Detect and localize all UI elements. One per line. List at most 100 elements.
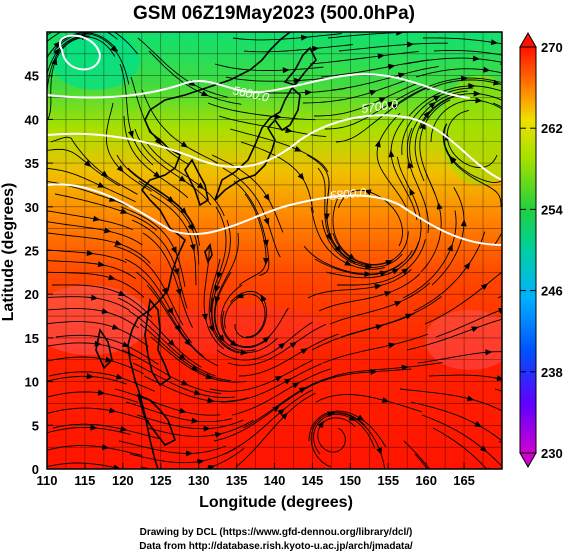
streamline bbox=[410, 401, 502, 442]
streamline bbox=[417, 351, 502, 364]
streamline bbox=[314, 83, 418, 117]
streamline bbox=[137, 37, 228, 98]
streamline bbox=[432, 427, 488, 469]
wind-arrow bbox=[97, 389, 106, 396]
streamline bbox=[511, 77, 566, 110]
wind-arrow bbox=[379, 270, 388, 277]
colorbar-max-arrow bbox=[519, 31, 537, 48]
wind-arrow bbox=[466, 395, 475, 402]
streamline bbox=[47, 271, 145, 298]
streamline bbox=[138, 180, 200, 265]
wind-arrow bbox=[277, 408, 285, 416]
wind-arrow bbox=[118, 290, 126, 297]
wind-arrow bbox=[180, 141, 189, 148]
streamline bbox=[338, 42, 448, 52]
wind-arrow bbox=[386, 101, 394, 108]
wind-arrow bbox=[205, 373, 214, 380]
wind-arrow bbox=[282, 67, 290, 74]
wind-arrow bbox=[193, 389, 202, 396]
wind-arrow bbox=[444, 493, 453, 502]
wind-arrow bbox=[381, 397, 390, 403]
streamline bbox=[47, 375, 127, 385]
streamline bbox=[509, 307, 566, 335]
streamline bbox=[311, 312, 415, 351]
wind-arrow bbox=[458, 525, 466, 534]
streamline bbox=[54, 193, 158, 231]
wind-arrow bbox=[483, 66, 491, 73]
streamline bbox=[140, 447, 245, 469]
streamline bbox=[431, 187, 465, 286]
x-axis-label: Longitude (degrees) bbox=[199, 494, 353, 511]
wind-arrow bbox=[317, 420, 324, 429]
x-tick-label: 155 bbox=[377, 473, 399, 488]
streamline bbox=[337, 239, 426, 286]
streamline bbox=[303, 245, 403, 275]
streamline bbox=[145, 141, 225, 217]
contour-label: 5800.0 bbox=[329, 185, 367, 203]
streamline bbox=[420, 170, 442, 273]
wind-arrow bbox=[327, 411, 335, 418]
wind-arrow bbox=[347, 253, 356, 261]
streamline bbox=[50, 136, 138, 195]
colorbar-tick-label: 246 bbox=[541, 284, 563, 299]
streamline bbox=[222, 167, 281, 258]
streamline bbox=[134, 128, 212, 206]
wind-arrow bbox=[203, 425, 211, 432]
wind-arrow bbox=[285, 127, 293, 134]
streamline bbox=[325, 241, 420, 279]
wind-arrow bbox=[387, 63, 396, 70]
streamline bbox=[47, 445, 143, 456]
streamline bbox=[207, 102, 316, 121]
streamline bbox=[47, 391, 138, 403]
streamline bbox=[48, 371, 155, 392]
wind-arrow bbox=[384, 291, 392, 297]
streamline bbox=[243, 44, 353, 53]
y-axis: 0 5 10 15 20 25 30 35 40 45 bbox=[25, 69, 53, 477]
wind-arrow bbox=[53, 47, 60, 56]
wind-arrow bbox=[449, 156, 457, 165]
streamline bbox=[52, 423, 161, 440]
streamline bbox=[242, 374, 339, 429]
streamline bbox=[142, 232, 194, 328]
wind-arrow bbox=[406, 41, 415, 48]
warm-patch bbox=[150, 305, 330, 355]
wind-arrow bbox=[114, 239, 123, 246]
wind-arrow bbox=[167, 339, 175, 347]
streamline bbox=[521, 467, 566, 510]
wind-arrows bbox=[51, 32, 558, 534]
streamline bbox=[422, 37, 502, 45]
wind-arrow bbox=[473, 90, 481, 97]
wind-arrow bbox=[370, 368, 378, 375]
x-tick-label: 115 bbox=[74, 473, 95, 488]
x-tick-label: 145 bbox=[302, 473, 324, 488]
streamline bbox=[396, 156, 422, 260]
wind-arrow bbox=[409, 188, 416, 196]
x-axis: 110 115 120 125 130 135 140 145 150 155 160 165 bbox=[37, 463, 475, 488]
streamline bbox=[510, 454, 566, 507]
credit-data: Data from http://database.rish.kyoto-u.a… bbox=[139, 541, 413, 552]
wind-arrow bbox=[154, 137, 162, 145]
streamline bbox=[308, 410, 387, 448]
streamline bbox=[310, 412, 366, 468]
colorbar-min-arrow bbox=[519, 452, 537, 469]
streamline bbox=[235, 392, 316, 468]
wind-arrow bbox=[90, 424, 98, 431]
wind-arrow bbox=[344, 259, 352, 266]
wind-arrow bbox=[405, 313, 413, 320]
wind-arrow bbox=[475, 97, 483, 104]
wind-arrow bbox=[401, 364, 409, 371]
streamline bbox=[399, 388, 502, 412]
streamline bbox=[332, 231, 409, 266]
streamline bbox=[47, 32, 139, 55]
colorbar-scale bbox=[519, 46, 537, 454]
streamline bbox=[47, 148, 120, 187]
y-tick-label: 5 bbox=[32, 418, 39, 433]
streamline bbox=[443, 123, 502, 184]
wind-arrow bbox=[549, 163, 558, 172]
streamline bbox=[406, 127, 429, 234]
y-tick-label: 35 bbox=[25, 156, 39, 171]
credit-drawing: Drawing by DCL (https://www.gfd-dennou.o… bbox=[140, 527, 413, 538]
streamline bbox=[47, 407, 150, 422]
wind-arrow bbox=[501, 52, 502, 59]
